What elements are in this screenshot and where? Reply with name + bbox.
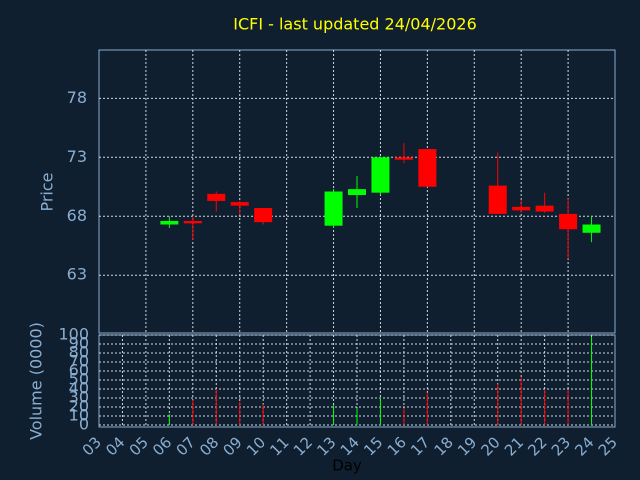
candle-body [394, 157, 413, 160]
y-tick-label: 68 [67, 206, 87, 225]
volume-tick-label: 80 [69, 343, 89, 362]
price-panel [98, 49, 616, 334]
candle-body [371, 157, 390, 193]
x-axis-label: Day [332, 457, 362, 475]
chart-title: ICFI - last updated 24/04/2026 [233, 15, 477, 34]
volume-tick-label: 90 [69, 334, 89, 353]
volume-tick-label: 0 [79, 415, 89, 434]
volume-tick-label: 10 [69, 406, 89, 425]
volume-tick-label: 100 [58, 325, 89, 344]
candle-body [348, 189, 366, 196]
volume-tick-label: 60 [69, 361, 89, 380]
candle-body [207, 193, 226, 201]
candle-body [559, 213, 578, 230]
y-axis-label: Price [38, 172, 57, 211]
candle-body [535, 205, 554, 212]
volume-axis-label: Volume (0000) [27, 322, 46, 440]
volume-tick-label: 30 [69, 388, 89, 407]
candle-body [160, 220, 179, 225]
candle-body [254, 208, 273, 223]
candle-body [183, 220, 202, 224]
candle-body [230, 202, 249, 206]
candle-body [418, 149, 437, 187]
y-tick-label: 73 [67, 147, 87, 166]
y-tick-label: 63 [67, 265, 87, 284]
volume-tick-label: 20 [69, 397, 89, 416]
volume-tick-label: 70 [69, 352, 89, 371]
volume-tick-label: 40 [69, 379, 89, 398]
volume-tick-label: 50 [69, 370, 89, 389]
candle-body [324, 191, 343, 226]
candle-body [488, 185, 507, 214]
candle-body [512, 206, 531, 211]
y-tick-label: 78 [67, 88, 87, 107]
candle-body [582, 224, 601, 233]
